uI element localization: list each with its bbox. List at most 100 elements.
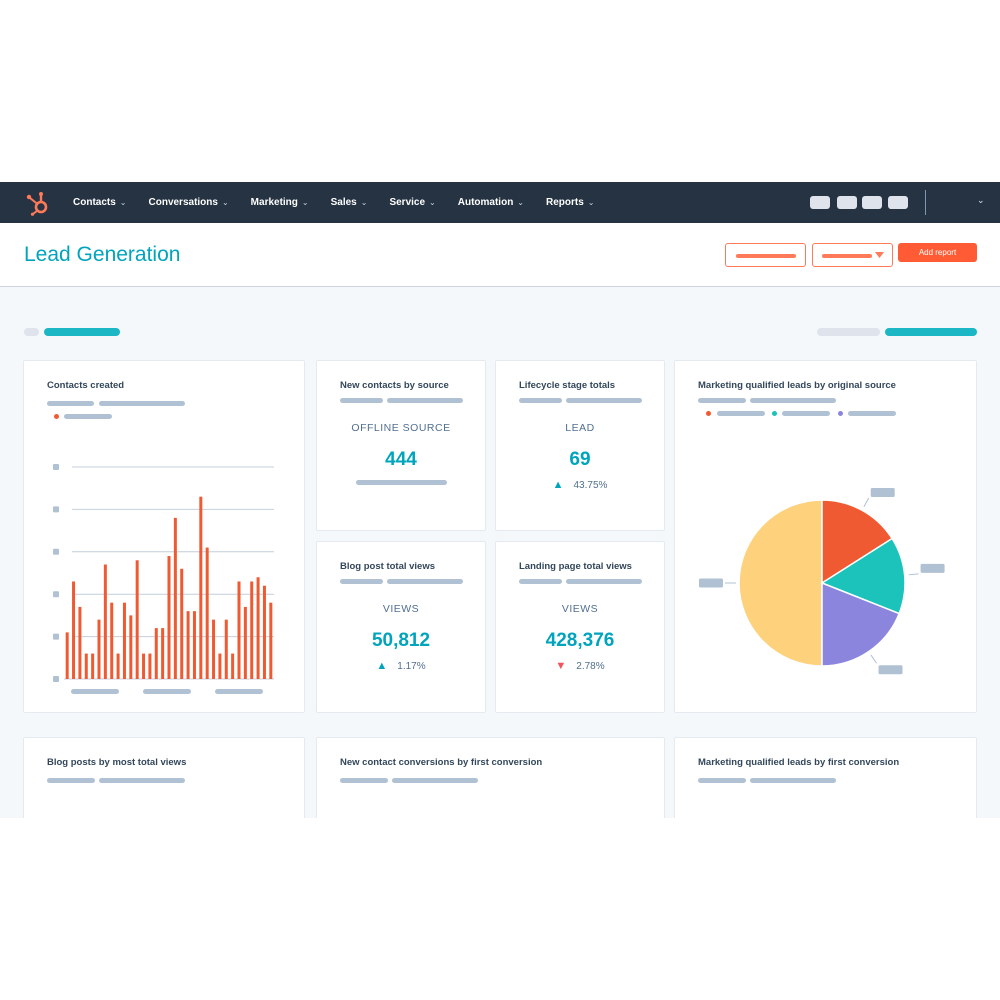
chart-bar — [180, 568, 184, 679]
nav-item-label: Reports — [546, 197, 584, 208]
nav-icon-button[interactable] — [837, 196, 857, 209]
chart-bar — [218, 653, 222, 679]
hubspot-logo-icon[interactable] — [24, 190, 52, 216]
card-lifecycle-stage-totals[interactable]: Lifecycle stage totals LEAD 69 ▲ 43.75% — [495, 360, 665, 531]
nav-service[interactable]: Service ⌄ — [389, 197, 435, 208]
card-landing-page-total-views[interactable]: Landing page total views VIEWS 428,376 ▼… — [495, 541, 665, 713]
pie-slice — [820, 537, 906, 615]
chart-bar — [72, 581, 76, 679]
subtitle-placeholder — [340, 398, 383, 403]
chevron-down-icon: ⌄ — [429, 198, 436, 207]
chevron-down-icon: ⌄ — [517, 198, 524, 207]
filter-placeholder[interactable] — [817, 328, 880, 336]
subtitle-placeholder — [566, 398, 642, 403]
pie-label-placeholder — [870, 487, 895, 497]
kpi-label: OFFLINE SOURCE — [351, 422, 451, 434]
subtitle-placeholder — [750, 778, 836, 783]
card-new-contacts-by-source[interactable]: New contacts by source OFFLINE SOURCE 44… — [316, 360, 486, 531]
chart-bar — [250, 581, 254, 679]
y-tick-placeholder — [53, 464, 59, 470]
pie-slice — [738, 499, 823, 667]
chart-bar — [186, 611, 190, 679]
card-title: Blog posts by most total views — [47, 757, 187, 768]
app-window: Contacts ⌄ Conversations ⌄ Marketing ⌄ Sales ⌄ S… — [0, 182, 1000, 818]
chart-bar — [224, 619, 228, 679]
nav-automation[interactable]: Automation ⌄ — [458, 197, 524, 208]
nav-sales[interactable]: Sales ⌄ — [331, 197, 368, 208]
card-title: Marketing qualified leads by original so… — [698, 380, 896, 391]
top-navigation: Contacts ⌄ Conversations ⌄ Marketing ⌄ Sales ⌄ S… — [0, 182, 1000, 223]
nav-icon-button[interactable] — [810, 196, 830, 209]
subtitle-placeholder — [47, 401, 94, 406]
subtitle-placeholder — [750, 398, 836, 403]
y-tick-placeholder — [53, 633, 59, 640]
caret-down-icon — [875, 252, 884, 258]
nav-icon-button[interactable] — [862, 196, 882, 209]
nav-contacts[interactable]: Contacts ⌄ — [73, 197, 127, 208]
nav-menu: Contacts ⌄ Conversations ⌄ Marketing ⌄ Sales ⌄ S… — [73, 182, 617, 223]
chart-bar — [262, 585, 266, 679]
header-dropdown-button[interactable] — [812, 243, 893, 267]
chart-bar — [154, 628, 158, 679]
date-range-filter[interactable] — [44, 328, 120, 336]
card-contacts-created[interactable]: Contacts created — [23, 360, 305, 713]
chart-bar — [231, 653, 235, 679]
kpi-label: VIEWS — [561, 603, 599, 615]
chart-bar — [129, 615, 133, 679]
legend-label-placeholder — [717, 411, 765, 416]
chart-bar — [212, 619, 216, 679]
chart-bar — [78, 606, 82, 679]
nav-marketing[interactable]: Marketing ⌄ — [251, 197, 309, 208]
add-report-button[interactable]: Add report — [898, 243, 977, 262]
nav-item-label: Sales — [330, 197, 357, 208]
filter-active[interactable] — [885, 328, 977, 336]
legend-dot — [706, 411, 711, 416]
kpi-value: 50,812 — [371, 630, 431, 651]
card-blog-posts-by-most-views[interactable]: Blog posts by most total views — [23, 737, 305, 818]
legend-dot — [772, 411, 777, 416]
nav-icon-button[interactable] — [888, 196, 908, 209]
account-chevron-down-icon[interactable]: ⌄ — [977, 195, 985, 205]
chart-bar — [237, 581, 241, 679]
filter-placeholder[interactable] — [24, 328, 39, 336]
pie-label-placeholder — [878, 665, 903, 675]
kpi-delta: ▲ 1.17% — [317, 660, 485, 672]
page-header: Lead Generation Add report — [0, 223, 1000, 287]
nav-conversations[interactable]: Conversations ⌄ — [149, 197, 229, 208]
header-action-button[interactable] — [725, 243, 806, 267]
trend-up-icon: ▲ — [376, 660, 388, 672]
nav-item-label: Contacts — [73, 197, 116, 208]
chart-bar — [65, 632, 69, 679]
page-title: Lead Generation — [24, 243, 181, 266]
chart-bar — [199, 496, 203, 679]
legend-dot — [54, 414, 59, 419]
nav-item-label: Marketing — [250, 197, 298, 208]
chart-bar — [256, 577, 260, 679]
legend-label-placeholder — [848, 411, 896, 416]
kpi-value: 428,376 — [545, 630, 615, 651]
card-mql-by-original-source[interactable]: Marketing qualified leads by original so… — [674, 360, 977, 713]
y-tick-placeholder — [53, 506, 59, 513]
chevron-down-icon: ⌄ — [119, 198, 127, 207]
trend-up-icon: ▲ — [552, 479, 564, 491]
kpi-value: 69 — [569, 449, 591, 470]
kpi-delta-value: 43.75% — [573, 480, 608, 491]
card-title: Marketing qualified leads by first conve… — [698, 757, 900, 768]
legend-label-placeholder — [782, 411, 830, 416]
subtitle-placeholder — [519, 579, 562, 584]
subtitle-placeholder — [387, 398, 463, 403]
card-title: Blog post total views — [340, 561, 436, 572]
subtitle-placeholder — [99, 401, 185, 406]
card-mql-by-first-conversion[interactable]: Marketing qualified leads by first conve… — [674, 737, 977, 818]
nav-reports[interactable]: Reports ⌄ — [546, 197, 595, 208]
legend-label-placeholder — [64, 414, 112, 419]
nav-divider — [925, 190, 926, 215]
nav-item-label: Automation — [457, 197, 514, 208]
card-title: Landing page total views — [519, 561, 632, 572]
card-blog-post-total-views[interactable]: Blog post total views VIEWS 50,812 ▲ 1.17… — [316, 541, 486, 713]
subtitle-placeholder — [698, 398, 746, 403]
kpi-delta: ▲ 43.75% — [496, 479, 664, 491]
kpi-value: 444 — [385, 449, 417, 470]
chart-bar — [205, 547, 209, 679]
card-new-contact-conversions[interactable]: New contact conversions by first convers… — [316, 737, 665, 818]
